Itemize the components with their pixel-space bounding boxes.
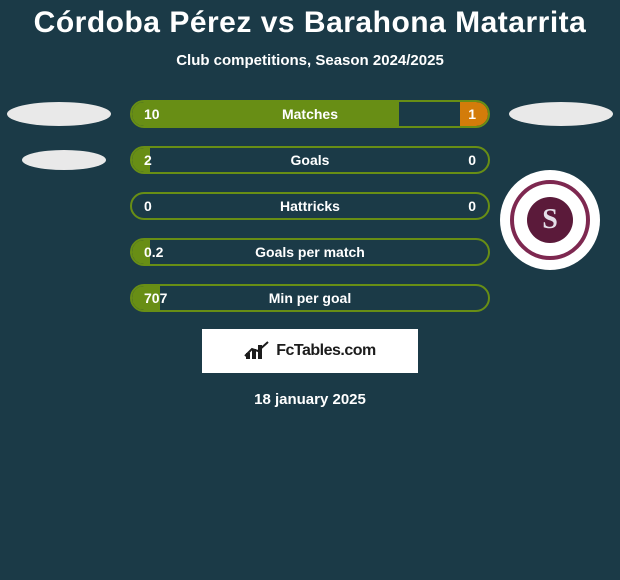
stat-row: 101Matches xyxy=(0,99,620,129)
stat-side-left xyxy=(0,283,130,313)
stat-side-right xyxy=(490,99,620,129)
stat-label: Matches xyxy=(132,106,488,122)
page-subtitle: Club competitions, Season 2024/2025 xyxy=(0,52,620,69)
site-logo: FcTables.com xyxy=(202,329,418,373)
stat-bar: 0.2Goals per match xyxy=(130,238,490,266)
stat-bar: 20Goals xyxy=(130,146,490,174)
team-crest: S xyxy=(500,170,600,270)
stat-row: 20Goals xyxy=(0,145,620,175)
stat-side-left xyxy=(0,99,130,129)
footer-date: 18 january 2025 xyxy=(0,391,620,408)
stat-side-right xyxy=(490,283,620,313)
site-logo-text: FcTables.com xyxy=(276,342,376,360)
team-crest-ring: S xyxy=(510,180,590,260)
stat-side-left xyxy=(0,145,130,175)
stat-bar: 00Hattricks xyxy=(130,192,490,220)
stat-side-left xyxy=(0,237,130,267)
team-crest-letter: S xyxy=(527,197,573,243)
stat-label: Goals xyxy=(132,152,488,168)
stat-label: Goals per match xyxy=(132,244,488,260)
page-title: Córdoba Pérez vs Barahona Matarrita xyxy=(0,0,620,40)
placeholder-ellipse xyxy=(7,102,111,126)
placeholder-ellipse xyxy=(22,150,106,170)
comparison-card: Córdoba Pérez vs Barahona Matarrita Club… xyxy=(0,0,620,580)
stat-bar: 707Min per goal xyxy=(130,284,490,312)
placeholder-ellipse xyxy=(509,102,613,126)
stat-label: Hattricks xyxy=(132,198,488,214)
stat-side-left xyxy=(0,191,130,221)
stat-label: Min per goal xyxy=(132,290,488,306)
stat-bar: 101Matches xyxy=(130,100,490,128)
stat-row: 707Min per goal xyxy=(0,283,620,313)
chart-bars-icon xyxy=(244,341,270,361)
